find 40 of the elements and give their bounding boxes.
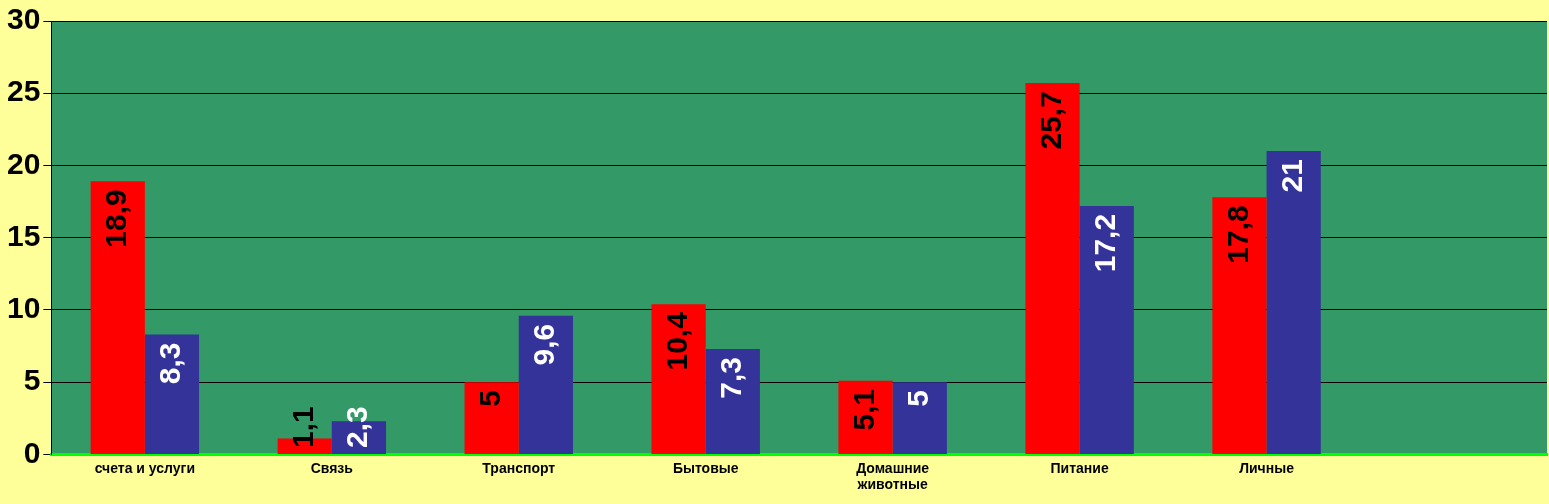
x-tick-label: счета и услуги (94, 459, 196, 476)
bar (1212, 197, 1267, 454)
y-tick-label: 10 (6, 291, 41, 325)
data-label: 25,7 (1033, 91, 1067, 150)
y-tick-label: 5 (23, 363, 41, 397)
bar (838, 380, 893, 454)
bar (144, 334, 200, 454)
data-label: 2,3 (340, 406, 374, 448)
y-tick-label: 25 (6, 74, 41, 108)
bar (464, 382, 519, 454)
bar (892, 382, 947, 454)
data-label: 5 (472, 390, 506, 407)
data-label: 1,1 (285, 406, 319, 448)
x-tick-label: Бытовые (672, 459, 739, 476)
bar (705, 348, 760, 454)
bar (1266, 151, 1321, 454)
bar (651, 304, 706, 454)
x-tick-label: Питание (1050, 459, 1109, 476)
x-tick-label: Связь (310, 459, 354, 476)
data-label: 7,3 (714, 356, 748, 399)
y-tick-label: 15 (6, 218, 41, 252)
y-tick-label: 0 (23, 435, 41, 469)
data-label: 5,1 (846, 388, 880, 431)
bar (90, 181, 145, 454)
y-tick-label: 30 (6, 2, 41, 36)
data-label: 17,2 (1087, 213, 1121, 273)
data-label: 9,6 (527, 323, 561, 366)
x-tick-label: Транспорт (482, 459, 556, 476)
x-tick-label: Домашние животные (856, 459, 930, 493)
data-label: 8,3 (153, 342, 187, 385)
bar (1079, 205, 1134, 454)
data-label: 17,8 (1220, 205, 1254, 264)
bar (1025, 83, 1080, 454)
data-label: 5 (901, 390, 935, 407)
data-label: 18,9 (99, 189, 132, 248)
data-label: 10,4 (659, 311, 693, 371)
y-tick-label: 20 (6, 146, 41, 180)
data-label: 21 (1274, 159, 1308, 193)
x-tick-label: Личные (1239, 459, 1295, 476)
bar (518, 315, 573, 454)
